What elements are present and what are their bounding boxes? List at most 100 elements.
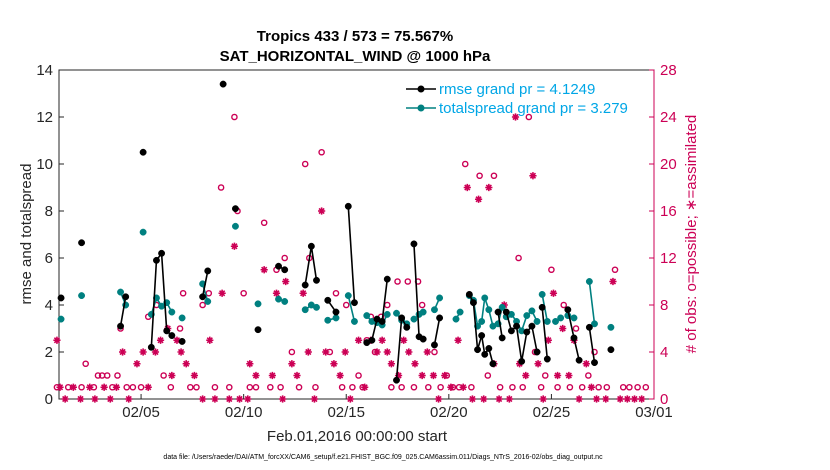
asterisk-shape (480, 395, 488, 403)
asterisk-shape (616, 395, 624, 403)
asterisk-shape (279, 395, 287, 403)
asterisk-shape (495, 395, 503, 403)
asterisk-shape (539, 395, 547, 403)
obs-assimilated-point (144, 383, 152, 391)
obs-assimilated-point (544, 336, 552, 344)
series-point (139, 228, 147, 236)
series-point (507, 327, 515, 335)
obs-assimilated-point (623, 395, 631, 403)
obs-possible-point (634, 383, 641, 391)
obs-assimilated-point (322, 348, 330, 356)
series-point (393, 376, 400, 384)
series-point (585, 278, 593, 285)
obs-possible-point (410, 383, 418, 391)
obs-assimilated-point (582, 360, 590, 368)
right-y-axis-label: # of obs: o=possible; ∗=assimilated (683, 115, 700, 354)
series-point (139, 148, 147, 156)
obs-possible-point (585, 372, 592, 379)
series-point (383, 310, 391, 318)
legend-rmse-label: rmse grand pr = 4.1249 (439, 81, 595, 98)
obs-possible-point (496, 383, 504, 391)
obs-possible-point (431, 348, 438, 356)
series-point (543, 318, 551, 325)
asterisk-shape (463, 183, 471, 192)
series-point (538, 290, 546, 298)
obs-possible-point (82, 360, 89, 368)
series-point (231, 205, 239, 213)
asterisk-shape (91, 395, 99, 403)
left-y-tick-label: 14 (36, 62, 53, 79)
obs-assimilated-point (495, 395, 503, 403)
series-point (469, 299, 477, 307)
obs-assimilated-point (190, 371, 199, 380)
obs-assimilated-point (86, 383, 94, 391)
asterisk-shape (534, 360, 542, 368)
obs-assimilated-point (468, 395, 477, 403)
obs-possible-point (123, 383, 131, 391)
obs-assimilated-point (373, 348, 381, 356)
obs-possible-point (211, 383, 219, 391)
asterisk-shape (112, 383, 121, 391)
obs-possible-point (476, 172, 483, 180)
x-tick-label: 02/20 (430, 404, 468, 421)
asterisk-shape (100, 383, 108, 391)
obs-assimilated-point (565, 371, 573, 380)
asterisk-shape (575, 395, 583, 403)
obs-assimilated-point (441, 371, 449, 380)
obs-assimilated-point (69, 383, 77, 391)
series-point (383, 275, 391, 283)
legend: rmse grand pr = 4.1249 totalspread grand… (406, 81, 628, 117)
obs-possible-point (252, 383, 260, 391)
obs-possible-point (626, 383, 633, 391)
series-point (485, 345, 493, 352)
series-point (431, 341, 438, 349)
obs-assimilated-point (447, 383, 455, 391)
asterisk-shape (373, 348, 381, 356)
obs-assimilated-point (511, 113, 520, 121)
right-y-tick-label: 24 (660, 109, 677, 126)
obs-possible-point (277, 383, 284, 391)
obs-assimilated-point (91, 395, 99, 403)
asterisk-shape (322, 348, 330, 356)
obs-assimilated-point (474, 195, 483, 203)
series-point (350, 299, 358, 307)
asterisk-shape (69, 383, 77, 391)
left-y-axis: 0 2 4 6 8 10 12 14 (36, 62, 64, 408)
asterisk-shape (282, 277, 290, 286)
asterisk-shape (411, 360, 419, 368)
obs-assimilated-point (534, 360, 542, 368)
asterisk-shape (454, 336, 462, 344)
series-point (313, 276, 320, 284)
asterisk-shape (394, 371, 403, 380)
obs-possible-point (595, 383, 602, 391)
x-axis-label: Feb.01,2016 00:00:00 start (267, 428, 448, 445)
series-point (575, 356, 583, 364)
asterisk-shape (125, 395, 133, 403)
right-y-tick-label: 28 (660, 62, 677, 79)
series-point (168, 308, 176, 316)
asterisk-shape (400, 336, 408, 344)
obs-possible-point (611, 266, 619, 274)
asterisk-shape (559, 324, 567, 333)
asterisk-shape (76, 395, 85, 403)
series-point (528, 307, 536, 315)
obs-assimilated-point (310, 395, 319, 403)
series-point (350, 318, 358, 325)
asterisk-shape (177, 348, 185, 356)
asterisk-shape (405, 348, 413, 356)
series-point (301, 306, 309, 314)
series-point (254, 300, 262, 308)
series-point (502, 308, 510, 316)
obs-assimilated-point (434, 395, 443, 403)
series-point (494, 308, 502, 316)
left-y-axis-label: rmse and totalspread (18, 164, 35, 305)
obs-possible-point (560, 301, 568, 309)
obs-possible-point (537, 383, 545, 391)
asterisk-shape (609, 277, 617, 286)
obs-assimilated-point (522, 371, 530, 380)
x-tick-label: 02/15 (327, 404, 365, 421)
obs-possible-point (355, 372, 362, 379)
asterisk-shape (459, 383, 467, 391)
asterisk-shape (86, 383, 94, 391)
